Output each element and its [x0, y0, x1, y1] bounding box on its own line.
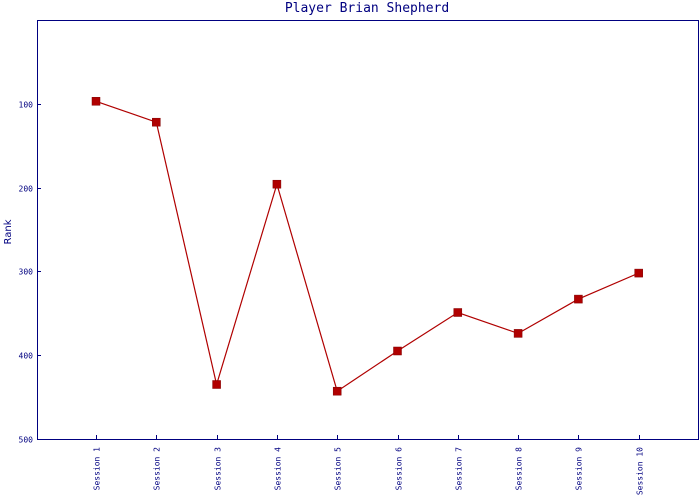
x-tick-label: Session 1 — [93, 447, 102, 491]
data-point — [513, 329, 523, 338]
data-point — [272, 179, 282, 189]
y-axis: 100 200 300 400 500 — [19, 101, 41, 445]
y-tick-label: 300 — [19, 268, 34, 277]
y-axis-title: Rank — [3, 219, 14, 244]
series-group — [91, 97, 643, 396]
x-tick-label: Session 6 — [395, 447, 404, 491]
y-tick-label: 500 — [19, 436, 34, 445]
chart-title: Player Brian Shepherd — [284, 1, 450, 16]
data-point — [453, 308, 463, 317]
plot-frame — [37, 20, 699, 440]
y-tick-label: 400 — [19, 352, 34, 361]
data-point — [152, 117, 161, 127]
data-point — [91, 97, 101, 106]
x-tick-label: Session 10 — [636, 447, 645, 495]
data-point — [332, 386, 342, 396]
y-tick-label: 200 — [19, 185, 34, 194]
data-point — [212, 380, 221, 389]
x-tick-label: Session 7 — [455, 447, 464, 491]
series-line — [95, 100, 639, 393]
x-tick-label: Session 8 — [515, 447, 524, 491]
x-tick-label: Session 4 — [274, 447, 283, 491]
data-point — [574, 294, 583, 304]
x-tick-label: Session 9 — [575, 447, 584, 491]
data-point — [634, 268, 643, 278]
y-tick-label: 100 — [19, 101, 34, 110]
x-tick-label: Session 3 — [214, 447, 223, 491]
x-axis: Session 1 Session 2 Session 3 Session 4 Sess… — [93, 435, 645, 495]
x-tick-label: Session 5 — [334, 447, 343, 491]
data-point — [393, 346, 402, 356]
x-tick-label: Session 2 — [153, 447, 162, 491]
